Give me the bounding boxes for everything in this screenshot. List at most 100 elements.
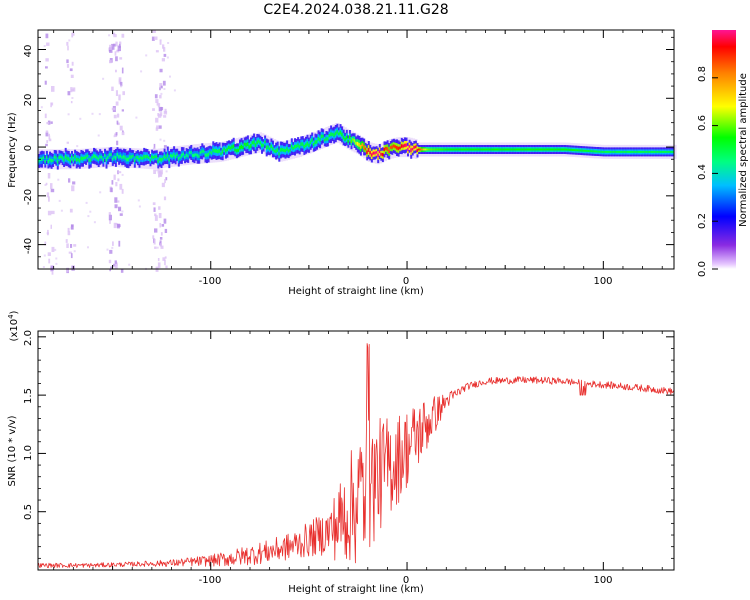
spectrogram-band-core bbox=[55, 156, 58, 160]
spectrogram-band-core bbox=[628, 150, 631, 153]
spectrogram-speckle bbox=[119, 213, 123, 216]
spectrogram-band-core bbox=[458, 148, 461, 151]
spectrogram-band-core bbox=[94, 154, 97, 159]
spectrogram-band-core bbox=[212, 148, 215, 153]
spectrogram-speckle bbox=[47, 133, 50, 136]
spectrogram-band-core bbox=[370, 153, 373, 157]
spectrogram-band-core bbox=[650, 150, 653, 153]
spectrogram-band-core bbox=[625, 150, 628, 153]
spectrogram-band-core bbox=[113, 155, 116, 159]
spectrogram-speckle bbox=[119, 183, 123, 190]
spectrogram-band-core bbox=[600, 150, 603, 153]
spectrogram-speckle bbox=[65, 239, 68, 243]
spectrogram-speckle bbox=[108, 34, 111, 37]
spectrogram-speckle bbox=[160, 245, 164, 249]
spectrogram-speckle bbox=[79, 117, 82, 120]
spectrogram-band-core bbox=[359, 144, 362, 149]
spectrogram-band-core bbox=[389, 146, 392, 149]
spectrogram-band-core bbox=[433, 148, 436, 151]
spectrogram-speckle bbox=[159, 243, 162, 247]
spectrogram-band-core bbox=[446, 148, 449, 151]
spectrogram-ytick-label-2: 20 bbox=[23, 94, 34, 107]
spectrogram-ytick-label-1: 40 bbox=[23, 45, 34, 58]
spectrogram-band-core bbox=[125, 157, 128, 162]
spectrogram-speckle bbox=[108, 212, 111, 215]
spectrogram-band-core bbox=[245, 143, 248, 147]
spectrogram-band-core bbox=[265, 145, 268, 150]
spectrogram-band-core bbox=[575, 149, 578, 152]
spectrogram-speckle bbox=[46, 122, 50, 125]
spectrogram-band-core bbox=[69, 159, 72, 163]
spectrogram-speckle bbox=[121, 33, 125, 38]
spectrogram-band-core bbox=[165, 156, 168, 160]
spectrogram-band-core bbox=[656, 150, 659, 153]
spectrogram-band-core bbox=[549, 148, 552, 151]
spectrogram-speckle bbox=[68, 178, 71, 183]
spectrogram-band-core bbox=[64, 154, 67, 159]
spectrogram-band-core bbox=[592, 150, 595, 153]
spectrogram-band-core bbox=[641, 150, 643, 153]
spectrogram-band-core bbox=[182, 152, 185, 156]
spectrogram-speckle bbox=[121, 131, 125, 136]
spectrogram-band-core bbox=[440, 148, 442, 151]
spectrogram-band-core bbox=[529, 148, 532, 151]
spectrogram-band-core bbox=[146, 154, 149, 159]
spectrogram-band-core bbox=[642, 150, 645, 153]
spectrogram-speckle bbox=[156, 102, 159, 106]
spectrogram-band-core bbox=[127, 157, 130, 162]
spectrogram-band-core bbox=[308, 143, 311, 147]
spectrogram-speckle bbox=[67, 45, 69, 51]
spectrogram-speckle bbox=[43, 254, 46, 257]
spectrogram-band-core bbox=[538, 148, 541, 151]
spectrogram-band-core bbox=[71, 155, 73, 159]
spectrogram-speckle bbox=[116, 120, 119, 125]
spectrogram-band-core bbox=[74, 155, 77, 159]
spectrogram-speckle bbox=[154, 36, 158, 40]
spectrogram-speckle bbox=[68, 39, 71, 42]
spectrogram-band-core bbox=[551, 148, 554, 151]
spectrogram-speckle bbox=[46, 232, 49, 235]
spectrogram-band-core bbox=[653, 150, 656, 153]
spectrogram-speckle bbox=[54, 248, 57, 251]
snr-frame bbox=[37, 330, 675, 571]
snr-xtick-label-3: 100 bbox=[593, 575, 612, 586]
spectrogram-band-core bbox=[272, 147, 274, 151]
spectrogram-ytick-label-3: 0 bbox=[23, 145, 34, 151]
spectrogram-speckle bbox=[66, 243, 69, 248]
spectrogram-xlabel: Height of straight line (km) bbox=[288, 286, 424, 297]
spectrogram-band-core bbox=[41, 157, 44, 161]
spectrogram-speckle bbox=[111, 86, 114, 91]
spectrogram-band-core bbox=[476, 148, 479, 151]
spectrogram-speckle bbox=[109, 218, 111, 224]
spectrogram-speckle bbox=[117, 45, 121, 52]
spectrogram-band-core bbox=[100, 155, 103, 159]
spectrogram-band-core bbox=[474, 148, 477, 151]
spectrogram-band-core bbox=[460, 148, 463, 151]
spectrogram-speckle bbox=[70, 101, 73, 104]
spectrogram-speckle bbox=[48, 135, 51, 140]
spectrogram-speckle bbox=[155, 127, 159, 131]
spectrogram-band-core bbox=[140, 156, 143, 160]
spectrogram-speckle bbox=[76, 145, 79, 148]
spectrogram-speckle bbox=[113, 135, 116, 138]
spectrogram-speckle bbox=[154, 215, 158, 221]
spectrogram-band-core bbox=[480, 148, 483, 151]
spectrogram-band-core bbox=[647, 150, 650, 153]
spectrogram-band-core bbox=[47, 160, 50, 164]
spectrogram-frame bbox=[37, 29, 675, 270]
spectrogram-band-core bbox=[297, 143, 300, 148]
spectrogram-speckle bbox=[156, 246, 159, 249]
spectrogram-speckle bbox=[44, 184, 47, 186]
spectrogram-band-core bbox=[254, 143, 257, 147]
spectrogram-band-core bbox=[220, 152, 223, 156]
spectrogram-band-core bbox=[278, 152, 281, 156]
spectrogram-speckle bbox=[138, 205, 141, 208]
spectrogram-band-core bbox=[463, 148, 466, 151]
spectrogram-band-core bbox=[658, 150, 661, 153]
spectrogram-speckle bbox=[158, 213, 162, 219]
spectrogram-band-core bbox=[345, 135, 348, 140]
spectrogram-speckle bbox=[85, 201, 88, 204]
spectrogram-band-core bbox=[234, 148, 237, 152]
spectrogram-speckle bbox=[155, 50, 159, 53]
spectrogram-band-core bbox=[491, 148, 494, 151]
